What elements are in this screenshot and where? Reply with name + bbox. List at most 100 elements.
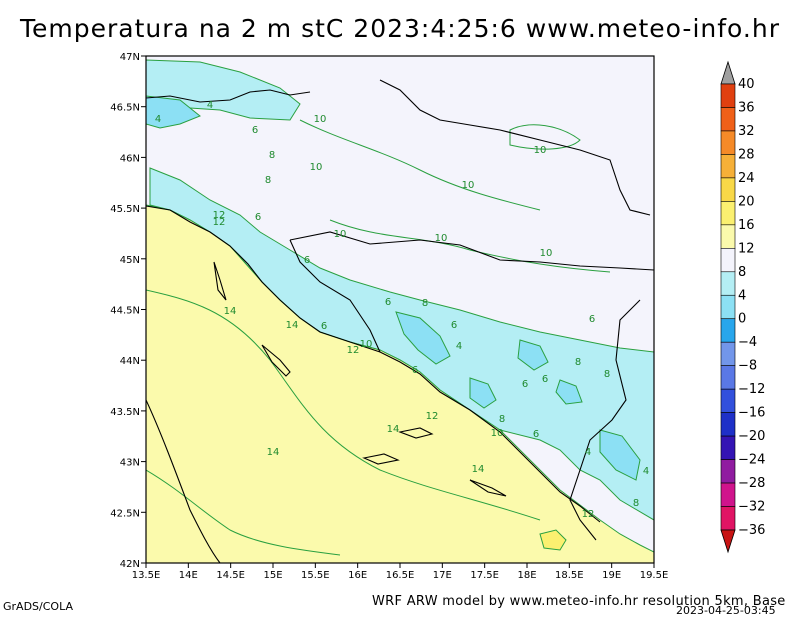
contour-label: 12 xyxy=(213,217,226,228)
colorbar-label: −36 xyxy=(738,523,765,538)
contour-label: 14 xyxy=(224,306,237,317)
contour-line xyxy=(299,119,541,211)
contour-label: 12 xyxy=(213,210,226,221)
lon-tick-label: 14.5E xyxy=(216,570,245,581)
coastline xyxy=(146,205,601,523)
colorbar-label: −16 xyxy=(738,406,765,421)
contour-label: 10 xyxy=(360,339,373,350)
contour-label: 6 xyxy=(542,374,548,385)
lat-tick-label: 47N xyxy=(120,52,140,63)
lon-tick-label: 14E xyxy=(179,570,198,581)
colorbar-swatch xyxy=(720,154,736,179)
colorbar-swatch xyxy=(720,459,736,484)
contour-label: 6 xyxy=(533,429,539,440)
colorbar-label: −28 xyxy=(738,476,765,491)
contour-line xyxy=(329,219,611,273)
contour-label: 14 xyxy=(286,320,299,331)
island-outline xyxy=(362,453,400,465)
contour-label: 10 xyxy=(310,162,323,173)
lat-tick-label: 44.5N xyxy=(110,306,140,317)
lon-tick-label: 16.5E xyxy=(386,570,415,581)
colorbar-swatch xyxy=(720,294,736,320)
contour-label: 10 xyxy=(540,248,553,259)
island-outline xyxy=(261,344,291,377)
contour-label: 8 xyxy=(265,175,271,186)
contour-label: 6 xyxy=(451,320,457,331)
island-outline xyxy=(398,427,434,439)
contour-label: 8 xyxy=(575,357,581,368)
contour-label: 14 xyxy=(267,447,280,458)
latitude-axis: 42N 42.5N 43N 43.5N 44N 44.5N 45N 45.5N 46N 46.5N… xyxy=(110,52,146,570)
contour-label: 8 xyxy=(604,369,610,380)
lat-tick-label: 45N xyxy=(120,255,140,266)
lon-tick-label: 16E xyxy=(348,570,367,581)
cold-patch xyxy=(555,379,583,405)
contour-label: 6 xyxy=(522,379,528,390)
colorbar-label: 20 xyxy=(738,194,755,209)
colorbar-label: 12 xyxy=(738,241,755,256)
contour-label: 4 xyxy=(585,447,591,458)
cold-patch xyxy=(599,429,641,481)
contour-label: 6 xyxy=(589,314,595,325)
colorbar-label: 40 xyxy=(738,77,755,92)
lon-tick-label: 18E xyxy=(517,570,536,581)
contour-label: 4 xyxy=(456,341,462,352)
run-date: 2023-04-25-03:45 xyxy=(676,604,776,617)
lon-tick-label: 18.5E xyxy=(555,570,584,581)
lon-tick-label: 19E xyxy=(602,570,621,581)
island-outline xyxy=(469,479,507,497)
adriatic-warm-area xyxy=(146,204,654,563)
colorbar-label: 4 xyxy=(738,288,746,303)
contour-label: 8 xyxy=(499,414,505,425)
borders xyxy=(146,79,654,563)
lon-tick-label: 17.5E xyxy=(470,570,499,581)
contour-line xyxy=(146,469,341,556)
contour-label: 6 xyxy=(304,255,310,266)
colorbar-label: −32 xyxy=(738,500,765,515)
contour-label: 6 xyxy=(252,125,258,136)
colorbar-swatch xyxy=(720,388,736,413)
country-border xyxy=(379,79,651,216)
colorbar-swatch xyxy=(720,482,736,507)
colorbar-label: −20 xyxy=(738,429,765,444)
country-border xyxy=(569,299,641,541)
lon-tick-label: 15.5E xyxy=(301,570,330,581)
colorbar-label: −4 xyxy=(738,335,757,350)
contour-label: 14 xyxy=(472,464,485,475)
contour-label: 8 xyxy=(269,150,275,161)
colorbar-swatch xyxy=(720,506,736,531)
island-outline xyxy=(213,261,227,301)
cold-patch xyxy=(146,95,201,129)
lat-tick-label: 46N xyxy=(120,153,140,164)
colorbar-label: 24 xyxy=(738,171,755,186)
contour-label: 10 xyxy=(491,428,504,439)
lon-tick-label: 19.5E xyxy=(640,570,669,581)
lon-tick-label: 17E xyxy=(433,570,452,581)
colorbar-label: 36 xyxy=(738,100,755,115)
grads-credit: GrADS/COLA xyxy=(3,600,73,613)
lat-tick-label: 46.5N xyxy=(110,103,140,114)
colorbar-label: −12 xyxy=(738,382,765,397)
cold-patch xyxy=(395,311,451,365)
colorbar-cap-bottom xyxy=(720,529,736,554)
colorbar-swatch xyxy=(720,412,736,437)
colorbar-swatch xyxy=(720,83,736,108)
contour-label: 4 xyxy=(207,100,213,111)
colorbar-label: 8 xyxy=(738,265,746,280)
contour-label: 14 xyxy=(387,424,400,435)
colorbar-swatch xyxy=(720,271,736,296)
colorbar-swatch xyxy=(720,248,736,273)
cold-patch xyxy=(517,339,549,371)
contour-label: 12 xyxy=(582,509,595,520)
lat-tick-label: 42.5N xyxy=(110,508,140,519)
colorbar-swatch xyxy=(720,177,736,202)
cold-patch xyxy=(469,377,497,409)
contour-label: 10 xyxy=(334,229,347,240)
colorbar-label: −8 xyxy=(738,359,757,374)
page-title: Temperatura na 2 m stC 2023:4:25:6 www.m… xyxy=(20,14,780,43)
lat-tick-label: 43.5N xyxy=(110,407,140,418)
colorbar-label: 16 xyxy=(738,218,755,233)
warm-patch xyxy=(539,529,567,551)
